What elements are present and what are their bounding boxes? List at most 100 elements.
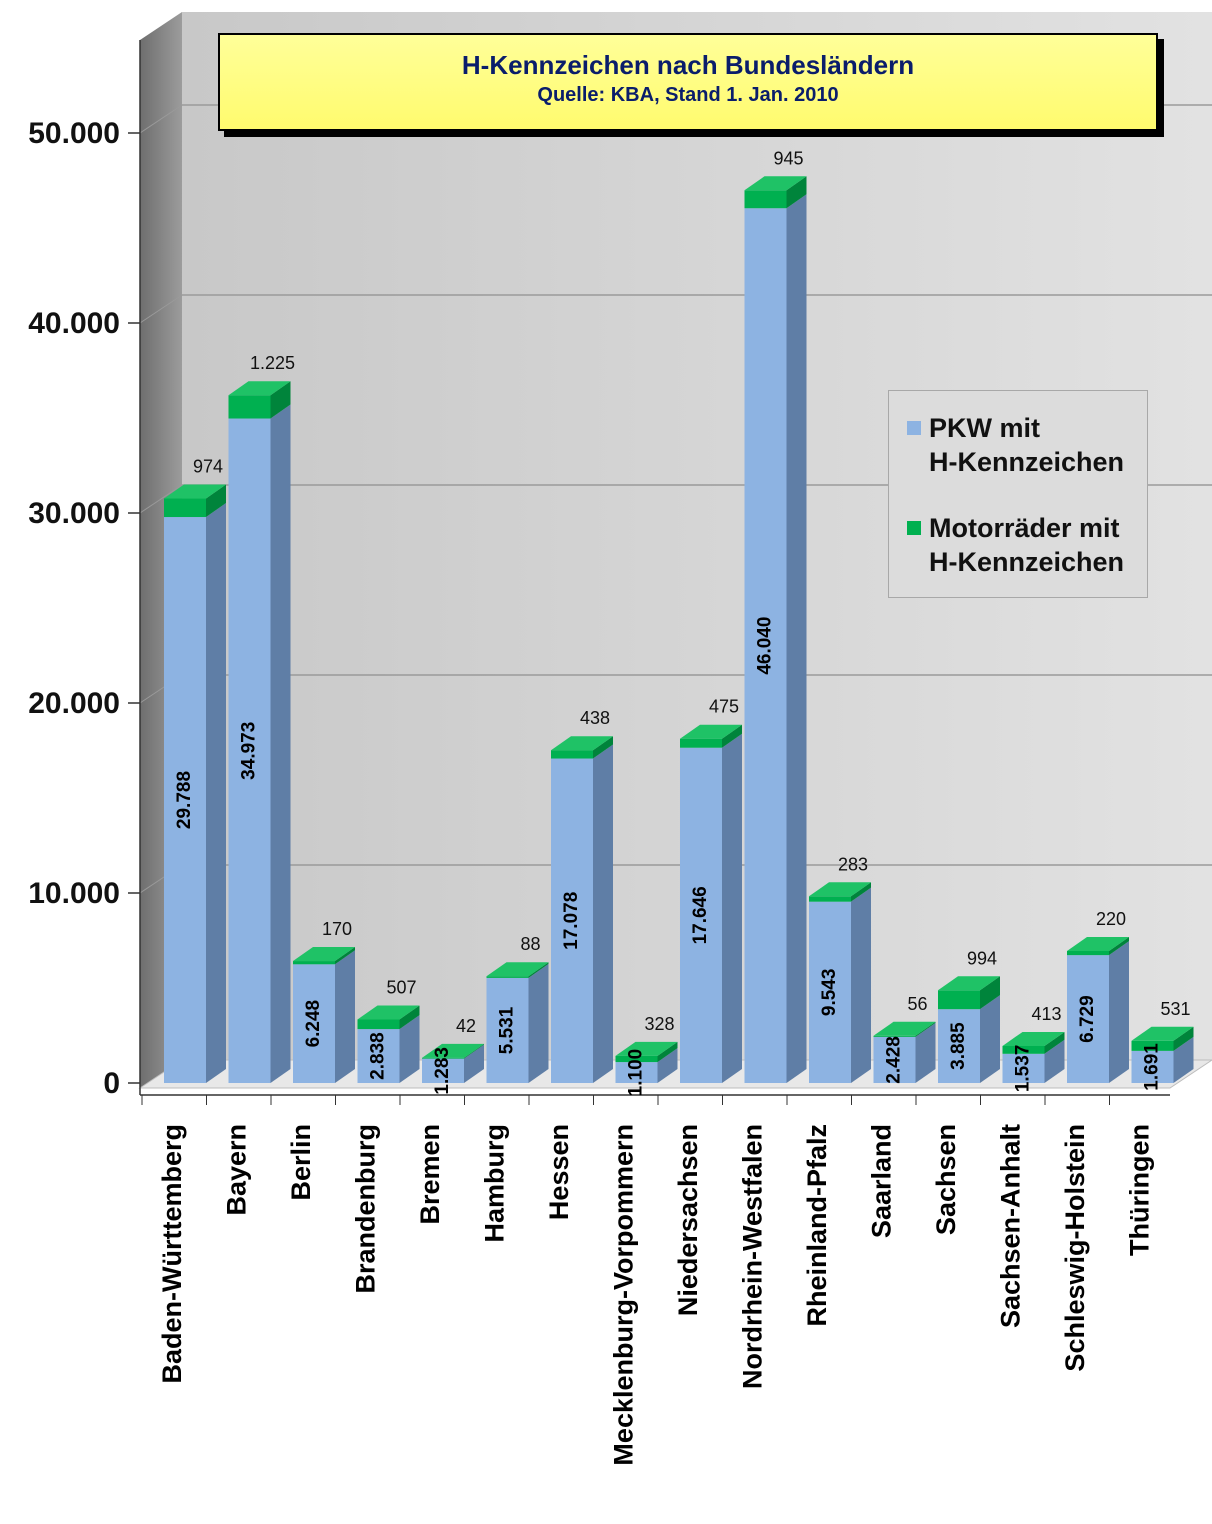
- bar-labels: 29.788 974 34.973 1.225 6.248 170 2.838 507 1.28…: [174, 148, 1191, 1096]
- x-tick-label: Niedersachsen: [673, 1124, 703, 1316]
- bar-moto-side: [915, 1021, 936, 1037]
- bar-top: [1067, 936, 1129, 951]
- x-tick-label: Nordrhein-Westfalen: [738, 1124, 768, 1389]
- data-label-pkw: 1.537: [1013, 1045, 1034, 1093]
- bar-pkw: [938, 1009, 980, 1083]
- bar-moto-side: [399, 1005, 420, 1030]
- data-label-pkw: 17.646: [690, 886, 711, 944]
- bar-moto: [551, 750, 593, 759]
- bar-pkw: [1131, 1050, 1174, 1083]
- x-tick-label: Rheinland-Pfalz: [802, 1124, 832, 1327]
- legend-swatch-moto: [907, 521, 921, 535]
- bar-pkw: [1002, 1053, 1045, 1083]
- bar-pkw-side: [528, 963, 549, 1083]
- data-label-moto: 220: [1096, 909, 1126, 929]
- bar-moto-side: [1044, 1031, 1065, 1054]
- bar-pkw-side: [1109, 941, 1129, 1083]
- bar-moto: [1131, 1040, 1174, 1051]
- data-label-moto: 42: [456, 1016, 476, 1036]
- x-tick-label: Thüringen: [1125, 1124, 1155, 1256]
- bar-pkw-side: [399, 1015, 420, 1083]
- data-label-pkw: 2.428: [884, 1036, 905, 1084]
- bar-moto: [293, 961, 335, 965]
- data-label-pkw: 1.283: [432, 1047, 453, 1095]
- bar-pkw-side: [270, 404, 291, 1083]
- chart-title-box: H-Kennzeichen nach Bundesländern Quelle:…: [218, 33, 1158, 131]
- data-label-pkw: 6.248: [303, 1000, 324, 1048]
- gridline-side: [139, 484, 183, 514]
- bar-moto: [422, 1057, 464, 1059]
- bar-moto: [873, 1035, 916, 1037]
- legend-item-pkw: PKW mit H-Kennzeichen: [907, 411, 1124, 479]
- bar-moto-side: [980, 976, 1000, 1010]
- x-tick-label: Saarland: [867, 1124, 897, 1238]
- bar-moto: [680, 738, 722, 748]
- bar-top: [164, 484, 226, 499]
- legend-label-pkw-1: PKW mit: [929, 413, 1040, 443]
- x-tick-label: Brandenburg: [351, 1124, 381, 1294]
- data-label-moto: 413: [1031, 1004, 1061, 1024]
- bar-top: [293, 947, 355, 962]
- bar-pkw: [228, 418, 271, 1083]
- x-tick-label: Sachsen-Anhalt: [996, 1124, 1026, 1328]
- data-label-moto: 170: [322, 919, 352, 939]
- bar-pkw-side: [786, 194, 807, 1084]
- bar-top: [873, 1021, 936, 1036]
- bar-pkw-side: [335, 950, 355, 1083]
- bar-pkw-side: [722, 733, 742, 1083]
- bar-moto-side: [1109, 936, 1129, 956]
- data-label-moto: 974: [193, 457, 223, 477]
- legend-label-moto-2: H-Kennzeichen: [929, 547, 1125, 577]
- bar-moto: [1002, 1045, 1045, 1054]
- bar-top: [1131, 1026, 1194, 1041]
- bar-moto: [809, 896, 851, 902]
- bar-top: [938, 976, 1000, 991]
- data-label-pkw: 2.838: [368, 1032, 389, 1080]
- bar-pkw-side: [1044, 1039, 1065, 1083]
- x-tick-label: Bayern: [222, 1124, 252, 1216]
- bar-pkw: [357, 1029, 400, 1083]
- bar-pkw: [873, 1036, 916, 1083]
- bar-pkw: [680, 747, 722, 1083]
- gridline-side: [139, 104, 183, 134]
- legend-label-moto-1: Motorräder mit: [929, 513, 1120, 543]
- x-tick-label: Berlin: [286, 1124, 316, 1201]
- bar-pkw-side: [1173, 1036, 1194, 1083]
- data-label-moto: 945: [773, 148, 803, 168]
- data-label-moto: 507: [386, 977, 416, 997]
- bar-top: [615, 1041, 678, 1056]
- bar-moto-side: [657, 1041, 678, 1063]
- y-tick-label: 50.000: [28, 117, 120, 150]
- y-axis: 0 10.000 20.000 30.000 40.000 50.000: [28, 40, 141, 1100]
- bar-moto: [228, 395, 271, 419]
- y-tick-label: 30.000: [28, 497, 120, 530]
- bar-moto: [1067, 950, 1109, 956]
- x-axis: Baden-Württemberg Bayern Berlin Brandenburg…: [140, 1094, 1170, 1466]
- bar-pkw: [422, 1058, 464, 1083]
- y-tick-label: 0: [103, 1067, 120, 1100]
- data-label-moto: 328: [644, 1014, 674, 1034]
- bar-pkw-side: [915, 1022, 936, 1083]
- y-tick-label: 20.000: [28, 687, 120, 720]
- data-label-pkw: 9.543: [819, 969, 840, 1017]
- bar-top: [422, 1043, 484, 1058]
- bar-moto-side: [722, 724, 742, 748]
- chart-subtitle: Quelle: KBA, Stand 1. Jan. 2010: [537, 84, 839, 106]
- bar-moto-side: [851, 882, 871, 902]
- bar-moto-side: [528, 962, 549, 978]
- bar-moto-side: [786, 176, 807, 209]
- x-tick-label: Baden-Württemberg: [157, 1124, 187, 1384]
- bar-pkw: [164, 517, 206, 1083]
- bar-top: [680, 724, 742, 739]
- x-tick-label: Sachsen: [931, 1124, 961, 1235]
- bar-pkw: [809, 901, 851, 1083]
- data-label-moto: 438: [580, 708, 610, 728]
- bar-top: [1002, 1031, 1065, 1046]
- bar-pkw: [486, 977, 529, 1083]
- bar-top: [809, 882, 871, 897]
- bars: [164, 176, 1194, 1084]
- bar-moto-side: [270, 381, 291, 419]
- bar-pkw-side: [464, 1044, 484, 1083]
- data-label-moto: 531: [1160, 999, 1190, 1019]
- data-label-moto: 1.225: [250, 353, 295, 373]
